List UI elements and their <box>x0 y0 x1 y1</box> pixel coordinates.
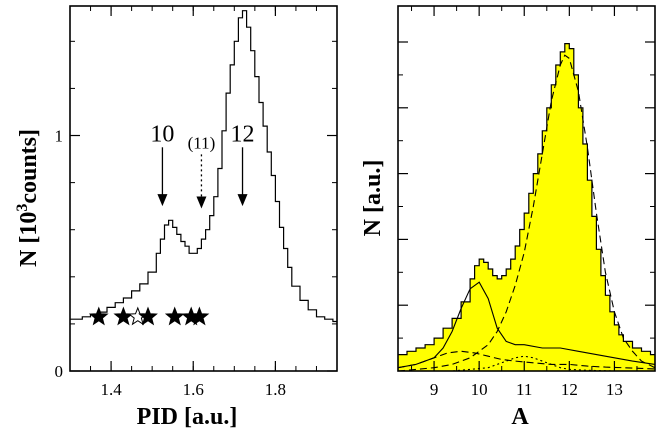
annotation-arrow-head <box>157 194 168 207</box>
annotation-label: 12 <box>231 121 255 147</box>
right-x-tick-label: 11 <box>516 380 532 399</box>
right-x-tick-label: 13 <box>606 380 623 399</box>
left-y-tick-label: 0 <box>55 362 64 381</box>
left-x-tick-label: 1.4 <box>100 380 122 399</box>
right-panel-mass-spectrum: 9 10 11 12 13 <box>397 5 656 399</box>
right-y-axis-title: N [a.u.] <box>360 160 386 237</box>
annotation-arrow-head <box>196 196 207 209</box>
left-histogram-series-0 <box>70 10 337 323</box>
right-x-axis-title: A <box>511 404 529 430</box>
filled-star-marker <box>113 306 134 326</box>
filled-star-marker <box>138 306 158 326</box>
annotation-arrow-head <box>237 194 248 207</box>
filled-star-marker <box>88 306 109 326</box>
left-x-tick-label: 1.6 <box>183 380 204 399</box>
right-x-tick-label: 10 <box>471 380 488 399</box>
left-x-axis-title: PID [a.u.] <box>137 404 238 430</box>
left-y-axis-title: N [103counts] <box>14 129 42 267</box>
right-fit-component-3 <box>397 350 656 370</box>
right-plot-frame <box>397 5 656 372</box>
right-x-tick-label: 9 <box>430 380 439 399</box>
right-histogram-outline <box>398 43 655 356</box>
right-fit-component-1 <box>397 281 656 369</box>
annotation-label: 10 <box>150 121 174 147</box>
left-panel-pid-histogram: 1.4 1.6 1.8 0 1 10 (11) 12 <box>55 5 338 399</box>
left-y-tick-label: 1 <box>55 127 64 146</box>
right-x-tick-label: 12 <box>561 380 578 399</box>
left-x-tick-label: 1.8 <box>265 380 286 399</box>
right-fit-component-2 <box>397 54 656 372</box>
annotation-label: (11) <box>188 133 216 152</box>
filled-star-marker <box>164 306 185 326</box>
right-filled-histogram-area <box>398 43 655 371</box>
left-plot-frame <box>69 5 338 372</box>
filled-star-marker <box>189 306 210 326</box>
